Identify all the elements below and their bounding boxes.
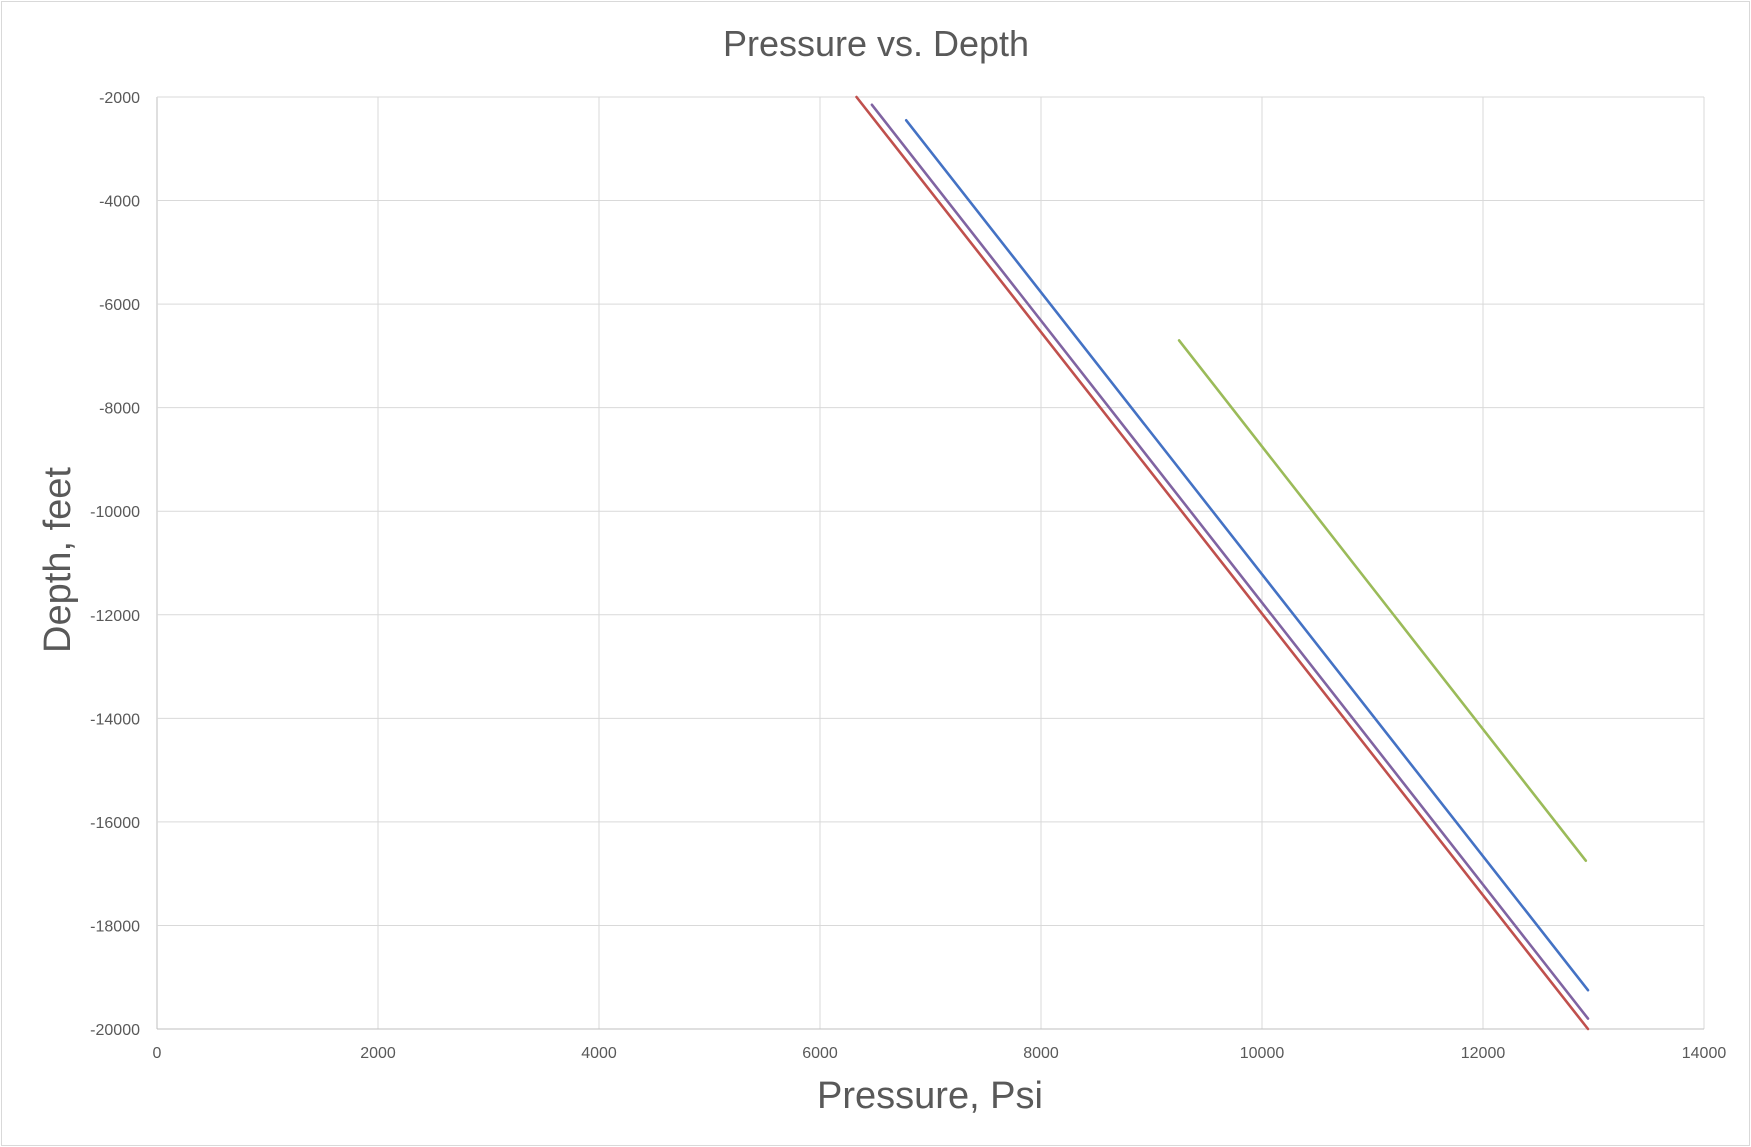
series-line-2 bbox=[855, 95, 1590, 1031]
y-tick-label: -6000 bbox=[99, 297, 140, 314]
y-tick-label: -18000 bbox=[90, 918, 140, 935]
y-axis-title: Depth, feet bbox=[37, 467, 79, 653]
y-tick-label: -8000 bbox=[99, 401, 140, 418]
x-tick-label: 0 bbox=[153, 1045, 162, 1062]
y-tick-label: -20000 bbox=[90, 1022, 140, 1039]
series-line-4 bbox=[1177, 339, 1588, 863]
y-tick-label: -16000 bbox=[90, 815, 140, 832]
y-tick-label: -10000 bbox=[90, 504, 140, 521]
y-tick-label: -14000 bbox=[90, 711, 140, 728]
x-tick-label: 8000 bbox=[1023, 1045, 1059, 1062]
x-tick-label: 6000 bbox=[802, 1045, 838, 1062]
x-axis-title: Pressure, Psi bbox=[817, 1075, 1043, 1117]
chart-title: Pressure vs. Depth bbox=[723, 23, 1029, 64]
y-tick-label: -12000 bbox=[90, 608, 140, 625]
tick-labels: 0 2000 4000 6000 8000 10000 12000 14000 -2000 -40… bbox=[90, 90, 1726, 1062]
x-tick-label: 2000 bbox=[360, 1045, 396, 1062]
x-tick-label: 14000 bbox=[1682, 1045, 1727, 1062]
x-tick-label: 4000 bbox=[581, 1045, 617, 1062]
y-tick-label: -2000 bbox=[99, 90, 140, 107]
series-line-1 bbox=[904, 119, 1590, 992]
x-tick-label: 10000 bbox=[1240, 1045, 1285, 1062]
gridlines bbox=[156, 96, 1705, 1030]
series-line-3 bbox=[870, 103, 1590, 1020]
series-lines bbox=[855, 95, 1590, 1031]
y-tick-label: -4000 bbox=[99, 194, 140, 211]
x-tick-label: 12000 bbox=[1461, 1045, 1506, 1062]
